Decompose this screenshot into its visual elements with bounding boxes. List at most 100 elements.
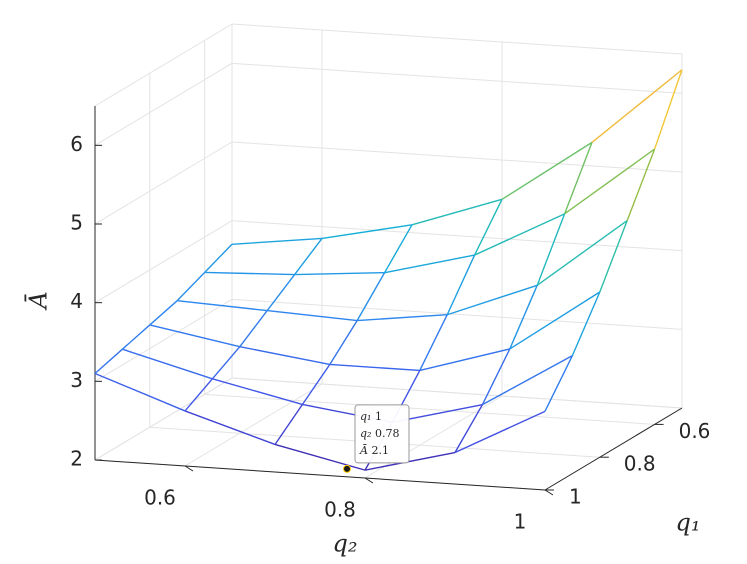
- mesh-segment: [184, 378, 213, 412]
- x-axis-label: q₂: [333, 530, 358, 558]
- grid-line: [94, 298, 233, 382]
- mesh-segment: [474, 213, 565, 256]
- mesh-segment: [329, 363, 420, 372]
- mesh-segment: [321, 224, 413, 240]
- box-edge: [231, 23, 683, 55]
- mesh-segment: [149, 324, 240, 348]
- mesh-segment: [454, 410, 546, 454]
- datatip-text: Ā 2.1: [359, 444, 389, 457]
- grid-line: [94, 141, 233, 225]
- tick-mark: [184, 465, 194, 472]
- grid-line: [204, 393, 655, 425]
- mesh-segment: [176, 271, 206, 302]
- axis-line: [94, 459, 546, 491]
- mesh-segment: [239, 345, 330, 366]
- mesh-segment: [446, 254, 476, 316]
- mesh-segment: [122, 348, 213, 380]
- mesh-segment: [266, 274, 296, 312]
- tick-mark: [364, 477, 374, 484]
- datatip-label: Ā: [359, 444, 368, 457]
- mesh-segment: [204, 243, 233, 273]
- box-edge: [94, 377, 233, 461]
- mesh-segment: [571, 291, 601, 356]
- mesh-segment: [301, 364, 331, 405]
- mesh-segment: [294, 238, 323, 275]
- z-tick-label: 3: [70, 368, 83, 392]
- mesh-segment: [364, 451, 456, 471]
- x-tick-label: 0.8: [324, 498, 356, 522]
- grid-line: [231, 62, 683, 94]
- mesh-segment: [473, 199, 503, 256]
- mesh-segment: [563, 142, 593, 215]
- mesh-segment: [356, 272, 386, 321]
- axis-line: [544, 407, 683, 491]
- mesh-segment: [357, 314, 448, 322]
- mesh-segment: [212, 378, 303, 406]
- grid-line: [231, 220, 683, 252]
- mesh-segment: [544, 355, 574, 412]
- mesh-segment: [149, 300, 178, 326]
- grid-line: [94, 62, 233, 146]
- mesh-segment: [121, 324, 151, 350]
- datatip-value: 0.78: [375, 427, 400, 440]
- mesh-segment: [94, 372, 186, 412]
- mesh-segment: [482, 354, 573, 406]
- mesh-segment: [274, 404, 303, 445]
- mesh-segment: [501, 141, 593, 200]
- x-tick-label: 1: [514, 510, 527, 534]
- mesh-segment: [204, 271, 295, 276]
- mesh-segment: [411, 198, 503, 226]
- mesh-segment: [626, 148, 656, 221]
- mesh-segment: [231, 237, 323, 245]
- mesh-segment: [177, 299, 268, 312]
- datatip-value: 2.1: [371, 444, 389, 457]
- y-tick-label: 0.8: [624, 452, 656, 476]
- mesh-segment: [591, 69, 683, 143]
- mesh-segment: [294, 271, 385, 276]
- mesh-segment: [211, 346, 241, 380]
- mesh-segment: [481, 348, 511, 405]
- datatip-label: q₁: [360, 410, 371, 423]
- mesh-segment: [184, 410, 276, 446]
- box-edge: [231, 377, 683, 409]
- z-axis-label: Ā: [25, 291, 53, 310]
- mesh-segment: [267, 309, 358, 322]
- tick-mark: [544, 489, 554, 496]
- mesh-segment: [94, 348, 123, 374]
- mesh-segment: [536, 219, 628, 286]
- y-axis-label: q₁: [676, 509, 701, 537]
- mesh-segment: [419, 314, 448, 371]
- grid-line: [231, 298, 683, 330]
- z-tick-label: 4: [70, 289, 83, 313]
- mesh-segment: [599, 220, 628, 293]
- datatip-marker: [343, 464, 351, 473]
- mesh-segment: [509, 285, 538, 350]
- mesh-segment: [383, 224, 413, 274]
- datatip-label: q₂: [360, 427, 371, 440]
- box-edge: [94, 23, 233, 107]
- mesh-segment: [564, 148, 656, 215]
- z-tick-label: 2: [70, 447, 83, 471]
- mesh-segment: [239, 310, 268, 348]
- y-tick-label: 1: [569, 485, 582, 509]
- mesh-segment: [536, 213, 566, 286]
- x-tick-label: 0.6: [144, 486, 176, 510]
- mesh-segment: [329, 320, 358, 365]
- mesh-segment: [509, 291, 601, 350]
- mesh-segment: [454, 404, 484, 453]
- mesh-segment: [384, 254, 475, 274]
- datatip-box: [354, 404, 410, 464]
- mesh-segment: [446, 284, 538, 316]
- mesh-segment: [274, 443, 366, 471]
- grid-line: [231, 141, 683, 173]
- datatip-text: q₁ 1: [360, 410, 382, 423]
- mesh-segment: [653, 69, 683, 150]
- z-tick-label: 5: [70, 211, 83, 235]
- mesh-segment: [419, 348, 510, 372]
- grid-line: [184, 383, 323, 467]
- z-tick-label: 6: [70, 132, 83, 156]
- datatip-text: q₂ 0.78: [360, 427, 399, 440]
- datatip-value: 1: [375, 410, 382, 423]
- y-tick-label: 0.6: [679, 419, 711, 443]
